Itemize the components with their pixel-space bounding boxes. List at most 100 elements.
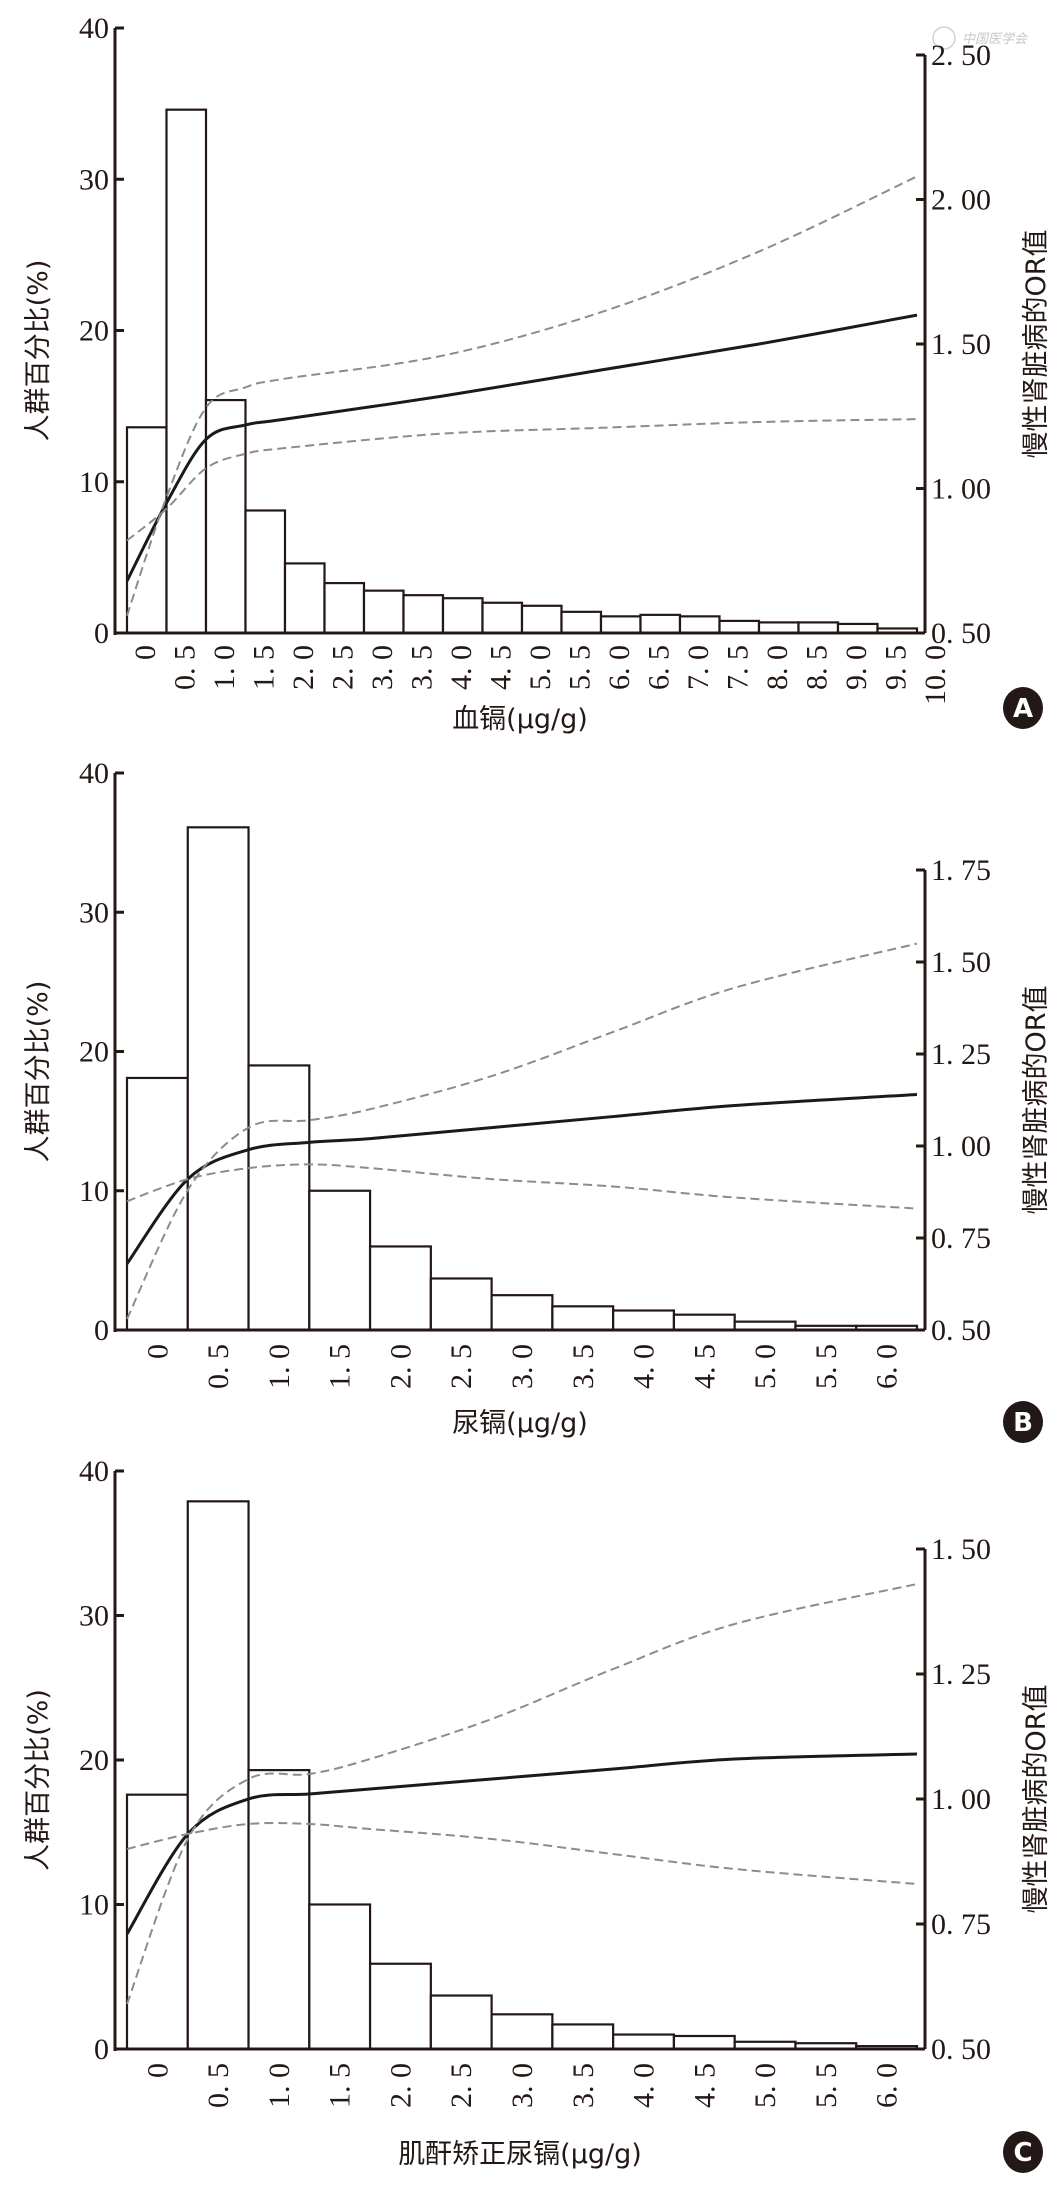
x-tick-label: 5. 5	[810, 2063, 843, 2108]
x-tick-label: 6. 0	[603, 645, 636, 690]
right-y-tick-label: 0. 50	[931, 617, 991, 650]
watermark-text: 中国医学会	[962, 31, 1029, 47]
histogram-bar	[368, 1245, 432, 1332]
watermark-logo-icon	[932, 26, 956, 50]
histogram-bar	[283, 562, 326, 635]
right-y-tick-label: 1. 25	[931, 1038, 991, 1071]
panel-badge-label: B	[1013, 1408, 1033, 1438]
x-tick-label: 10. 0	[919, 645, 952, 705]
histogram-bar	[551, 2023, 615, 2051]
histogram-bar	[639, 613, 682, 635]
left-y-tick-label: 20	[79, 1036, 109, 1069]
x-tick-label: 1. 0	[208, 645, 241, 690]
right-y-axis-title: 慢性肾脏病的OR值	[1021, 229, 1052, 458]
x-tick-label: 5. 0	[749, 1344, 782, 1389]
histogram-bar	[308, 1903, 372, 2051]
right-y-tick-label: 1. 75	[931, 854, 991, 887]
right-y-tick-label: 2. 00	[931, 184, 991, 217]
left-y-tick-label: 30	[79, 1600, 109, 1633]
histogram-bar	[551, 1305, 615, 1332]
x-tick-label: 9. 0	[840, 645, 873, 690]
x-tick-label: 5. 5	[810, 1344, 843, 1389]
left-y-tick-label: 10	[79, 466, 109, 499]
histogram-bars	[125, 1500, 919, 2051]
panel-badge: C	[1003, 2131, 1043, 2173]
right-y-tick-label: 1. 00	[931, 1783, 991, 1816]
x-axis-title: 血镉(μg/g)	[452, 704, 588, 735]
x-tick-label: 4. 5	[688, 2063, 721, 2108]
ci-upper-line	[126, 1583, 918, 2005]
ci-upper-line	[126, 175, 918, 616]
left-y-tick-label: 30	[79, 163, 109, 196]
x-tick-label: 2. 5	[445, 2063, 478, 2108]
panel-badge-circle	[1003, 2131, 1043, 2173]
left-y-tick-label: 10	[79, 1889, 109, 1922]
histogram-bar	[204, 398, 247, 635]
watermark: 中国医学会	[932, 26, 1029, 50]
histogram-bar	[429, 1277, 493, 1332]
x-tick-label: 1. 0	[263, 1344, 296, 1389]
x-tick-label: 0. 5	[202, 2063, 235, 2108]
or-line	[125, 1092, 918, 1265]
left-y-tick-label: 0	[94, 617, 109, 650]
panel-badge-label: C	[1013, 2138, 1032, 2168]
panel-badge-label: A	[1013, 694, 1033, 724]
x-axis-title: 尿镉(μg/g)	[452, 1408, 588, 1439]
histogram-bar	[612, 2033, 676, 2051]
histogram-bar	[678, 615, 721, 635]
left-y-tick-label: 40	[79, 12, 109, 45]
histogram-bar	[718, 619, 761, 635]
x-tick-label: 8. 5	[800, 645, 833, 690]
left-y-axis-title: 人群百分比(%)	[23, 1689, 54, 1871]
x-tick-label: 2. 0	[287, 645, 320, 690]
x-tick-label: 5. 5	[563, 645, 596, 690]
left-y-tick-label: 40	[79, 757, 109, 790]
right-y-tick-label: 1. 25	[931, 1658, 991, 1691]
histogram-bar	[612, 1309, 676, 1332]
x-tick-label: 4. 0	[628, 2063, 661, 2108]
x-tick-label: 5. 0	[749, 2063, 782, 2108]
histogram-bar	[402, 594, 445, 635]
histogram-bar	[797, 621, 840, 635]
x-tick-label: 0. 5	[168, 645, 201, 690]
right-y-tick-label: 1. 00	[931, 1130, 991, 1163]
x-tick-label: 2. 0	[384, 1344, 417, 1389]
histogram-bar	[490, 1294, 554, 1332]
left-y-tick-label: 0	[94, 1314, 109, 1347]
panel-badge: A	[1003, 687, 1043, 729]
x-tick-label: 4. 0	[445, 645, 478, 690]
x-tick-label: 4. 5	[688, 1344, 721, 1389]
histogram-bar	[520, 604, 563, 635]
histogram-bar	[362, 589, 405, 635]
panel-badge: B	[1003, 1401, 1043, 1443]
histogram-bar	[247, 1064, 311, 1332]
x-tick-label: 7. 0	[682, 645, 715, 690]
right-y-tick-label: 1. 50	[931, 1533, 991, 1566]
x-tick-label: 3. 5	[567, 1344, 600, 1389]
x-tick-label: 0	[141, 1344, 174, 1359]
right-y-tick-label: 0. 75	[931, 1222, 991, 1255]
x-tick-label: 3. 0	[366, 645, 399, 690]
x-axis-title: 肌酐矫正尿镉(μg/g)	[398, 2139, 642, 2170]
left-y-tick-label: 20	[79, 315, 109, 348]
histogram-bar	[125, 1076, 189, 1332]
x-tick-label: 5. 0	[524, 645, 557, 690]
left-y-tick-label: 40	[79, 1455, 109, 1488]
histogram-bar	[186, 826, 250, 1332]
x-tick-label: 6. 5	[642, 645, 675, 690]
histogram-bar	[490, 2013, 554, 2051]
x-tick-label: 2. 5	[326, 645, 359, 690]
x-tick-label: 4. 5	[484, 645, 517, 690]
x-tick-label: 3. 5	[405, 645, 438, 690]
right-y-tick-label: 0. 50	[931, 1314, 991, 1347]
left-y-axis-title: 人群百分比(%)	[23, 260, 54, 442]
right-y-tick-label: 2. 50	[931, 39, 991, 72]
histogram-bar	[672, 1313, 736, 1332]
x-tick-label: 1. 0	[263, 2063, 296, 2108]
histogram-bar	[757, 621, 800, 635]
left-y-tick-label: 30	[79, 896, 109, 929]
axes: 0 10 20 30 40 0. 50 0. 75 1. 00 1. 25 1. 50 0 0. 5 1…	[79, 1455, 991, 2108]
histogram-bar	[672, 2034, 736, 2051]
